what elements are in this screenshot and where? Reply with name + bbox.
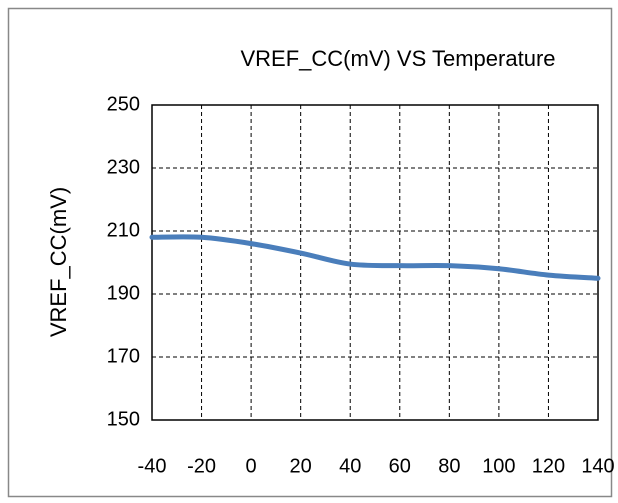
y-tick-label: 250 [107,93,140,115]
x-tick-label: 20 [290,455,312,477]
y-tick-label: 150 [107,408,140,430]
y-tick-label: 210 [107,219,140,241]
x-tick-label: 80 [438,455,460,477]
chart-border [7,7,613,498]
x-tick-label: 40 [339,455,361,477]
x-tick-label: 120 [532,455,565,477]
line-series [149,234,601,281]
x-tick-label: 100 [482,455,515,477]
x-tick-label: 140 [581,455,614,477]
x-tick-label: 0 [246,455,257,477]
x-tick-label: -40 [138,455,167,477]
plot-frame [151,104,599,421]
chart-title: VREF_CC(mV) VS Temperature [240,46,555,71]
y-tick-label: 170 [107,345,140,367]
y-tick-label: 190 [107,282,140,304]
x-tick-label: -20 [187,455,216,477]
y-axis-label: VREF_CC(mV) [46,187,71,337]
x-tick-label: 60 [389,455,411,477]
y-tick-label: 230 [107,156,140,178]
